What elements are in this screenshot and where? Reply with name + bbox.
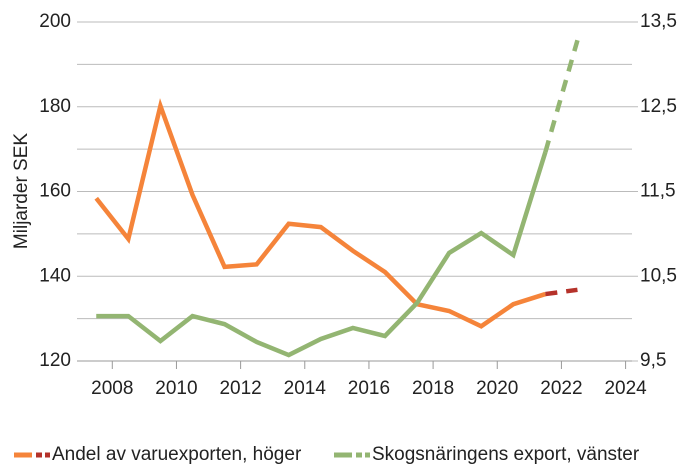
x-tick-label: 2010: [155, 378, 197, 399]
y-tick-label: 160: [39, 181, 71, 202]
series-line: [94, 98, 547, 329]
x-tick-label: 2022: [540, 378, 582, 399]
y-axis-label: Miljarder SEK: [11, 133, 32, 249]
y2-tick-label: 12,5: [640, 96, 677, 117]
x-tick-label: 2012: [219, 378, 261, 399]
x-tick-label: 2018: [412, 378, 454, 399]
series-line-dashed: [545, 287, 578, 297]
y-tick-label: 180: [39, 96, 71, 117]
legend-label: Skogsnäringens export, vänster: [372, 444, 640, 465]
y2-tick-label: 13,5: [640, 11, 677, 32]
y2-tick-label: 10,5: [640, 265, 677, 286]
y2-tick-label: 11,5: [640, 181, 676, 202]
x-tick-label: 2016: [348, 378, 390, 399]
y2-tick-label: 9,5: [640, 350, 666, 371]
series-line: [96, 151, 548, 358]
y-tick-label: 140: [39, 265, 71, 286]
legend-label: Andel av varuexporten, höger: [52, 444, 302, 465]
y-tick-label: 200: [39, 11, 71, 32]
x-tick-label: 2014: [284, 378, 327, 399]
x-tick-label: 2024: [604, 378, 647, 399]
series-line-dashed: [543, 39, 580, 153]
x-tick-label: 2008: [91, 378, 133, 399]
x-tick-label: 2020: [476, 378, 518, 399]
y-tick-label: 120: [39, 350, 71, 371]
